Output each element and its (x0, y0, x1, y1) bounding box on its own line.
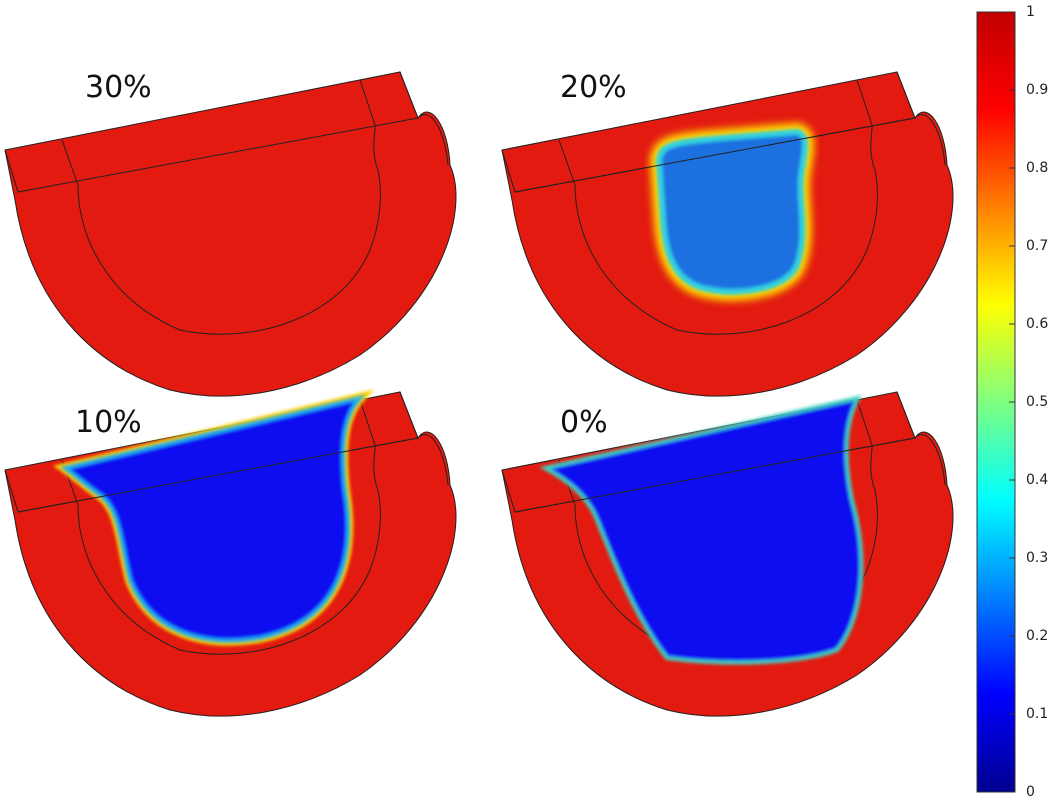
low-region (649, 122, 815, 301)
tick-label: 0.2 (1026, 628, 1048, 644)
tick-label: 0.4 (1026, 472, 1048, 488)
tick-label: 0.9 (1026, 82, 1048, 98)
panel-0 (501, 391, 954, 717)
panel-30 (4, 71, 457, 397)
tick-label: 0.8 (1026, 160, 1048, 176)
tick-label: 0.3 (1026, 550, 1048, 566)
panel-20 (501, 71, 954, 397)
panel-10 (4, 389, 457, 717)
low-region (53, 389, 375, 646)
panel-label: 10% (75, 405, 142, 440)
tick-label: 0 (1026, 784, 1035, 800)
panel-label: 0% (560, 405, 608, 440)
tick-label: 1 (1026, 4, 1035, 20)
tick-label: 0.6 (1026, 316, 1048, 332)
tick-label: 0.5 (1026, 394, 1048, 410)
colorbar-ticks: 0 0.1 0.2 0.3 0.4 0.5 0.6 0.7 0.8 0.9 1 (1009, 4, 1048, 800)
tick-label: 0.7 (1026, 238, 1048, 254)
low-region (539, 395, 864, 665)
panel-label: 20% (560, 70, 627, 105)
tick-label: 0.1 (1026, 706, 1048, 722)
panel-label: 30% (85, 70, 152, 105)
